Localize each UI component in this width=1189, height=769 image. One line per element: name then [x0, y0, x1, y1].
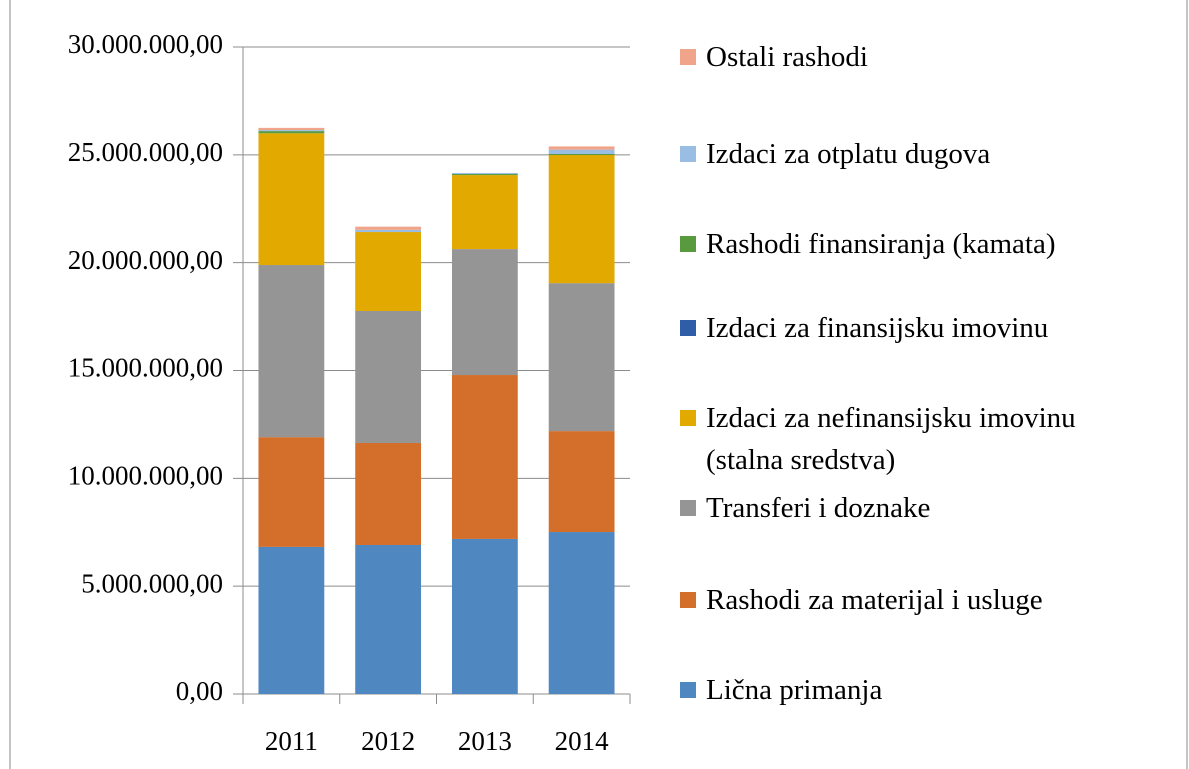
- bar-segment: [451, 172, 518, 175]
- bar-segment: [451, 249, 518, 376]
- y-tick-label: 25.000.000,00: [68, 137, 223, 167]
- legend-label: Ostali rashodi: [706, 41, 868, 73]
- bar-segment: [548, 155, 615, 284]
- legend-item: Ostali rashodi: [680, 36, 1160, 78]
- legend-swatch: [680, 592, 696, 608]
- x-tick-label: 2011: [265, 726, 318, 756]
- legend-label: Rashodi za materijal i usluge: [706, 584, 1043, 616]
- x-tick-label: 2014: [555, 726, 610, 756]
- legend-swatch: [680, 682, 696, 698]
- y-tick-label: 30.000.000,00: [68, 29, 223, 59]
- bar-segment: [258, 133, 325, 266]
- bar-segment: [451, 375, 518, 539]
- legend-label: Izdaci za finansijsku imovinu: [706, 312, 1049, 344]
- bar-segment: [451, 174, 518, 176]
- legend-item: Rashodi finansiranja (kamata): [680, 223, 1160, 265]
- legend-item: Transferi i doznake: [680, 487, 1160, 529]
- legend-label: Lična primanja: [706, 674, 883, 706]
- y-tick-label: 5.000.000,00: [81, 568, 223, 598]
- y-tick-label: 15.000.000,00: [68, 353, 223, 383]
- legend-item: Izdaci za finansijsku imovinu: [680, 307, 1160, 349]
- bar-segment: [451, 175, 518, 250]
- bar-segment: [355, 232, 422, 311]
- legend-label: Izdaci za nefinansijsku imovinu (stalna …: [706, 402, 1076, 476]
- bar-segment: [548, 146, 615, 150]
- chart-border: [9, 0, 1188, 769]
- bar-segment: [355, 310, 422, 443]
- bar-segment: [451, 538, 518, 694]
- x-tick-label: 2012: [361, 726, 415, 756]
- bar-segment: [355, 226, 422, 230]
- legend-swatch: [680, 410, 696, 426]
- legend-item: Izdaci za nefinansijsku imovinu (stalna …: [680, 397, 1160, 481]
- x-tick-label: 2013: [458, 726, 512, 756]
- bar-segment: [258, 127, 325, 131]
- legend-label: Transferi i doznake: [706, 492, 931, 524]
- legend-item: Lična primanja: [680, 669, 1160, 711]
- legend-label: Rashodi finansiranja (kamata): [706, 228, 1056, 260]
- bar-segment: [548, 431, 615, 533]
- legend-swatch: [680, 320, 696, 336]
- legend-swatch: [680, 500, 696, 516]
- y-tick-label: 10.000.000,00: [68, 461, 223, 491]
- bar-segment: [258, 131, 325, 134]
- y-tick-label: 20.000.000,00: [68, 245, 223, 275]
- legend-swatch: [680, 49, 696, 65]
- bar-segment: [258, 130, 325, 132]
- bar-segment: [548, 532, 615, 694]
- legend-item: Izdaci za otplatu dugova: [680, 133, 1160, 175]
- bar-segment: [355, 544, 422, 694]
- legend-swatch: [680, 236, 696, 252]
- legend-item: Rashodi za materijal i usluge: [680, 579, 1160, 621]
- bar-segment: [355, 442, 422, 545]
- legend-label: Izdaci za otplatu dugova: [706, 138, 991, 170]
- legend-swatch: [680, 146, 696, 162]
- bar-segment: [258, 265, 325, 438]
- y-tick-label: 0,00: [176, 676, 223, 706]
- bar-segment: [258, 437, 325, 547]
- bar-segment: [355, 229, 422, 233]
- bar-segment: [548, 283, 615, 432]
- bar-segment: [548, 149, 615, 154]
- bar-segment: [258, 546, 325, 694]
- bar-segment: [548, 153, 615, 156]
